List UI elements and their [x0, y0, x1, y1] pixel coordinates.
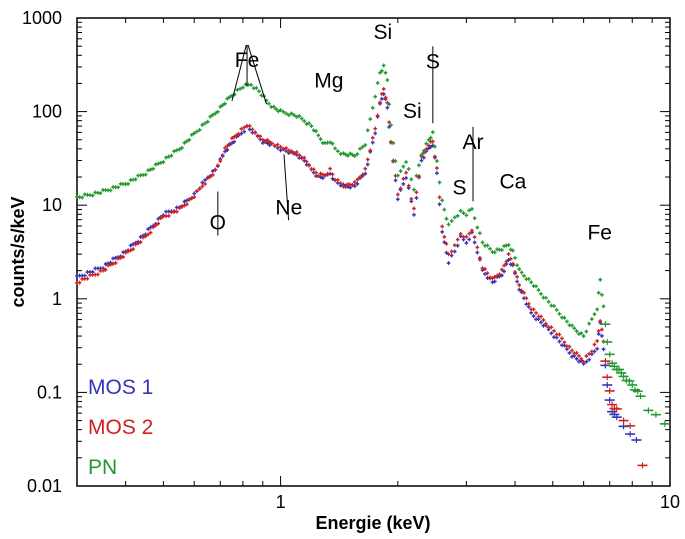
- plot-area: [76, 17, 671, 487]
- y-axis-title: counts/s/keV: [8, 196, 28, 307]
- annotation-si: Si: [373, 21, 392, 44]
- x-axis-title: Energie (keV): [315, 513, 430, 533]
- axis-ticks: [76, 18, 670, 486]
- legend: MOS 1 MOS 2 PN: [88, 376, 153, 479]
- y-tick-label: 10: [42, 195, 62, 215]
- annotation-mg: Mg: [314, 70, 343, 93]
- y-tick-label: 0.1: [37, 382, 62, 402]
- legend-item-mos2: MOS 2: [88, 416, 153, 439]
- annotation-fe: Fe: [587, 222, 612, 245]
- legend-item-mos1: MOS 1: [88, 376, 153, 399]
- annotation-ca: Ca: [499, 171, 526, 194]
- annotation-s: S: [452, 177, 466, 200]
- y-tick-labels: 0.01 0.1 1 10 100 1000: [22, 8, 62, 496]
- series-mos-1: [75, 91, 642, 444]
- series-pn: [75, 63, 670, 427]
- series-layer: [75, 63, 670, 469]
- plot-frame: [76, 17, 671, 487]
- annotation-leader: [247, 44, 267, 105]
- x-tick-label: 10: [660, 492, 680, 512]
- y-tick-label: 1: [52, 289, 62, 309]
- annotation-ne: Ne: [275, 196, 302, 219]
- x-tick-label: 1: [276, 492, 286, 512]
- annotation-leader: [283, 154, 290, 221]
- annotation-leader: [231, 44, 247, 102]
- annotation-si: Si: [403, 100, 422, 123]
- legend-item-pn: PN: [88, 456, 117, 479]
- series-mos-2: [75, 86, 648, 469]
- x-tick-labels: 1 10: [276, 492, 680, 512]
- y-tick-label: 100: [32, 102, 62, 122]
- y-tick-label: 0.01: [27, 476, 62, 496]
- y-tick-label: 1000: [22, 8, 62, 28]
